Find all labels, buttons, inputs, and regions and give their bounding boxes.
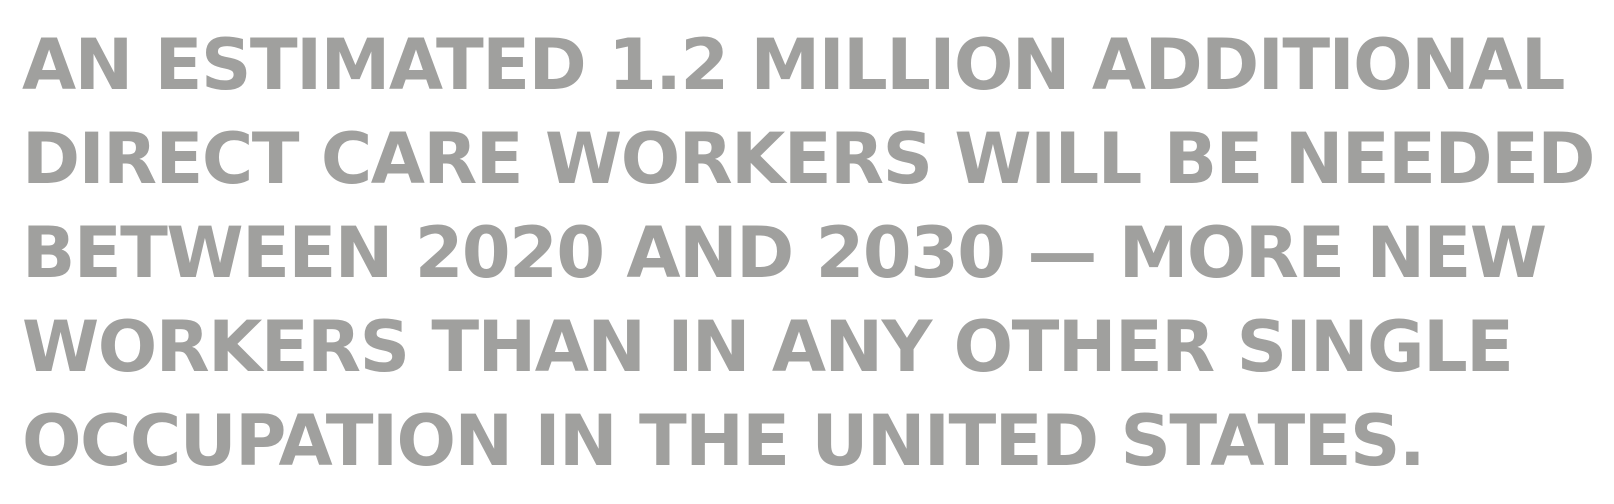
quote-line-3: BETWEEN 2020 AND 2030 — MORE NEW: [22, 212, 1547, 294]
quote-line-5: OCCUPATION IN THE UNITED STATES.: [22, 400, 1426, 482]
quote-line-1: AN ESTIMATED 1.2 MILLION ADDITIONAL: [22, 24, 1565, 106]
quote-block: AN ESTIMATED 1.2 MILLION ADDITIONAL DIRE…: [22, 18, 1602, 488]
quote-line-2: DIRECT CARE WORKERS WILL BE NEEDED: [22, 118, 1596, 200]
quote-line-4: WORKERS THAN IN ANY OTHER SINGLE: [22, 306, 1514, 388]
